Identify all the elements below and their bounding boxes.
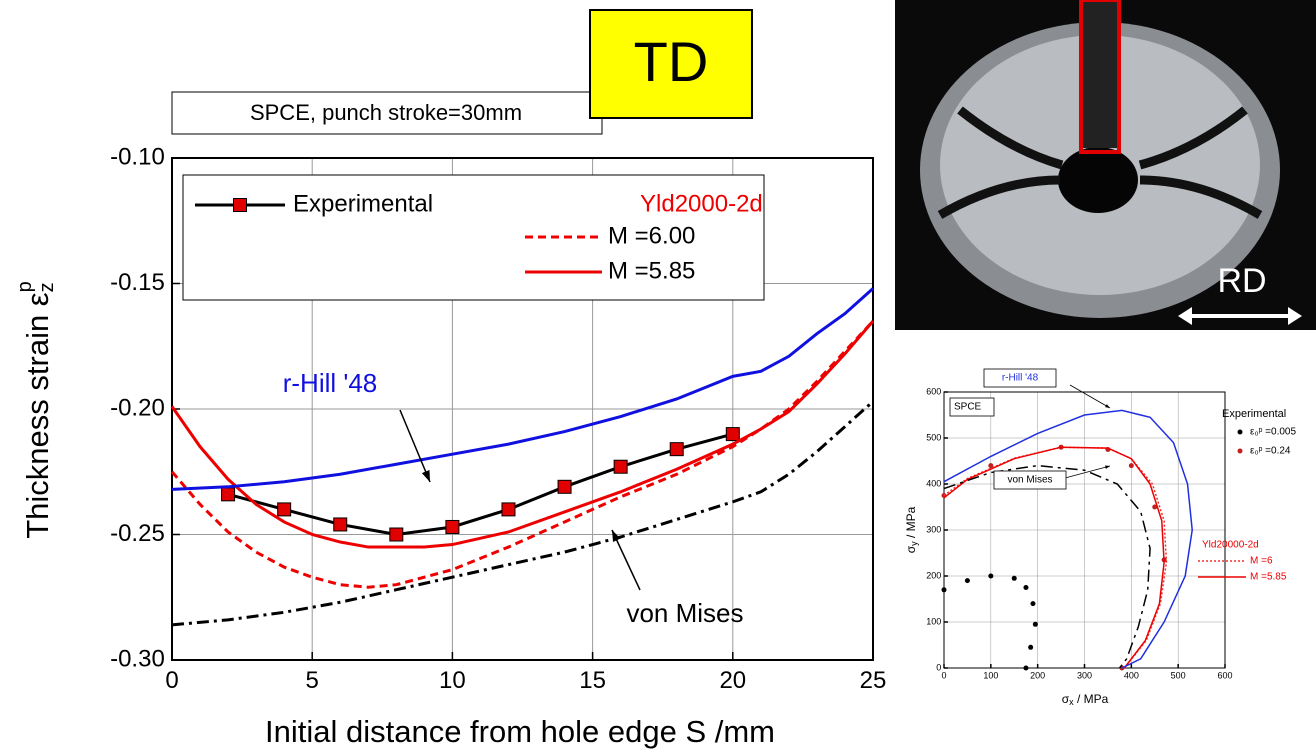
legend-label: M =6.00 — [608, 222, 695, 249]
legend-title: Yld20000-2d — [1202, 540, 1259, 551]
chart-title: SPCE, punch stroke=30mm — [250, 100, 522, 125]
legend-label: M =5.85 — [608, 257, 695, 284]
marker — [942, 587, 947, 592]
y-tick-label: 400 — [926, 478, 941, 488]
legend-label: Experimental — [293, 190, 433, 217]
marker — [446, 520, 459, 533]
x-tick-label: 25 — [860, 667, 887, 694]
marker — [1030, 601, 1035, 606]
legend-marker — [1238, 449, 1243, 454]
cut-strip — [1082, 0, 1118, 148]
x-tick-label: 600 — [1217, 670, 1232, 680]
x-tick-label: 0 — [165, 667, 178, 694]
annotation-label: von Mises — [1007, 475, 1052, 486]
annotation-label: von Mises — [626, 598, 743, 628]
x-tick-label: 10 — [439, 667, 466, 694]
inset-x-label: σx / MPa — [1062, 692, 1109, 707]
marker — [1023, 666, 1028, 671]
cup-hole — [1058, 147, 1138, 213]
inset-x-unit: / MPa — [1074, 692, 1109, 706]
y-tick-label: -0.10 — [110, 143, 165, 170]
inset-y-unit: / MPa — [904, 506, 918, 541]
y-tick-label: 0 — [936, 662, 941, 672]
x-tick-label: 15 — [579, 667, 606, 694]
legend-marker — [234, 199, 247, 212]
marker — [390, 528, 403, 541]
marker — [1129, 463, 1134, 468]
marker — [988, 574, 993, 579]
x-tick-label: 5 — [306, 667, 319, 694]
y-tick-label: -0.25 — [110, 520, 165, 547]
page: RD SPCE, punch stroke=30mm TD Initial di… — [0, 0, 1316, 756]
inset-title: SPCE — [954, 402, 982, 413]
y-axis-label-text: Thickness strain ε — [20, 292, 55, 539]
marker — [334, 518, 347, 531]
marker — [614, 460, 627, 473]
x-tick-label: 500 — [1171, 670, 1186, 680]
legend-marker — [1238, 430, 1243, 435]
y-tick-label: 500 — [926, 432, 941, 442]
chart: 0 5 10 15 20 25 -0.30 -0.25 -0.20 -0.15 -0.10 Yld20… — [110, 143, 886, 694]
y-axis-label-sub: z — [36, 282, 58, 292]
photo-label: RD — [1217, 262, 1266, 300]
marker — [726, 428, 739, 441]
legend-label: ε₀ᵖ =0.005 — [1250, 427, 1296, 438]
y-tick-label: 100 — [926, 616, 941, 626]
y-axis-label: Thickness strain εzp — [14, 281, 58, 539]
annotation-label: r-Hill '48 — [1002, 373, 1039, 384]
marker — [1023, 585, 1028, 590]
annotation-label: r-Hill '48 — [283, 368, 378, 398]
legend-label: M =6 — [1250, 556, 1273, 567]
y-tick-label: 200 — [926, 570, 941, 580]
badge: TD — [634, 30, 709, 93]
legend-title: Yld2000-2d — [640, 190, 763, 217]
x-tick-label: 200 — [1030, 670, 1045, 680]
x-axis-label: Initial distance from hole edge S /mm — [265, 714, 775, 749]
x-tick-label: 300 — [1077, 670, 1092, 680]
legend-label: M =5.85 — [1250, 572, 1287, 583]
y-axis-label-sup: p — [14, 281, 36, 292]
y-tick-label: -0.30 — [110, 645, 165, 672]
legend-label: ε₀ᵖ =0.24 — [1250, 446, 1291, 457]
x-tick-label: 100 — [983, 670, 998, 680]
marker — [1028, 645, 1033, 650]
inset-y-label: σy / MPa — [904, 506, 919, 553]
chart: 0 100 200 300 400 500 600 0 100 200 300 400 500 600 SP… — [926, 369, 1296, 680]
y-tick-label: -0.20 — [110, 394, 165, 421]
marker — [1033, 622, 1038, 627]
legend-title: Experimental — [1222, 408, 1286, 420]
x-tick-label: 0 — [941, 670, 946, 680]
x-tick-label: 400 — [1124, 670, 1139, 680]
marker — [558, 480, 571, 493]
marker — [222, 488, 235, 501]
y-tick-label: 300 — [926, 524, 941, 534]
y-tick-label: 600 — [926, 386, 941, 396]
marker — [502, 503, 515, 516]
photo: RD — [895, 0, 1316, 330]
figure: RD SPCE, punch stroke=30mm TD Initial di… — [0, 0, 1316, 756]
marker — [278, 503, 291, 516]
x-tick-label: 20 — [719, 667, 746, 694]
marker — [965, 578, 970, 583]
y-tick-label: -0.15 — [110, 269, 165, 296]
marker — [1012, 576, 1017, 581]
marker — [670, 443, 683, 456]
